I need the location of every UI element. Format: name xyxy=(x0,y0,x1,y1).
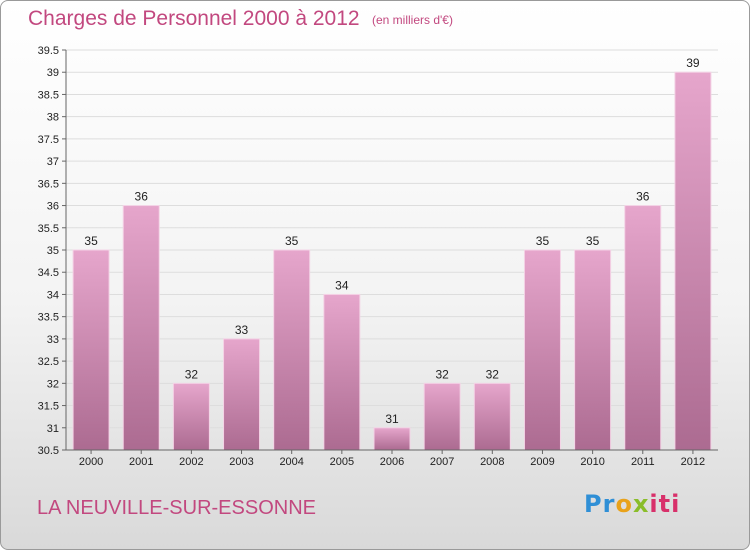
bars xyxy=(72,71,712,451)
x-tick-label: 2009 xyxy=(530,456,554,468)
bar-2004 xyxy=(273,249,311,451)
value-label: 32 xyxy=(185,367,199,381)
y-tick-label: 38 xyxy=(47,112,59,124)
value-label: 32 xyxy=(486,367,500,381)
y-tick-label: 32.5 xyxy=(38,356,59,368)
value-label: 34 xyxy=(335,278,349,292)
y-tick-label: 35.5 xyxy=(38,223,59,235)
x-tick-label: 2004 xyxy=(279,456,303,468)
bar-2003 xyxy=(223,338,261,451)
y-tick-label: 35 xyxy=(47,245,59,257)
value-label: 35 xyxy=(536,234,550,248)
chart-subtitle: (en milliers d'€) xyxy=(372,13,453,27)
y-tick-label: 33 xyxy=(47,334,59,346)
y-tick-label: 32 xyxy=(47,378,59,390)
y-tick-label: 31.5 xyxy=(38,401,59,413)
value-label: 39 xyxy=(686,56,700,70)
x-tick-label: 2003 xyxy=(229,456,253,468)
x-tick-label: 2001 xyxy=(129,456,153,468)
commune-name: LA NEUVILLE-SUR-ESSONNE xyxy=(37,497,316,519)
value-label: 31 xyxy=(385,412,399,426)
bar-2006 xyxy=(373,427,411,451)
value-label: 33 xyxy=(235,323,249,337)
y-tick-label: 37 xyxy=(47,156,59,168)
y-tick-label: 39.5 xyxy=(38,45,59,57)
bar-2007 xyxy=(423,382,461,451)
y-tick-label: 38.5 xyxy=(38,89,59,101)
x-tick-label: 2011 xyxy=(631,456,655,468)
value-label: 36 xyxy=(636,190,650,204)
y-tick-label: 33.5 xyxy=(38,312,59,324)
value-label: 35 xyxy=(84,234,98,248)
y-tick-label: 37.5 xyxy=(38,134,59,146)
x-tick-label: 2008 xyxy=(480,456,504,468)
bar-2008 xyxy=(473,382,511,451)
bar-2001 xyxy=(122,205,160,451)
bar-2009 xyxy=(523,249,561,451)
x-tick-label: 2010 xyxy=(580,456,604,468)
labels: 30.5 31 31.5 32 32.5 33 33.5 34 34.5 35 35.5 36 36.5… xyxy=(38,45,706,468)
y-tick-label: 36.5 xyxy=(38,178,59,190)
value-label: 36 xyxy=(135,190,149,204)
bar-2002 xyxy=(172,382,210,451)
proxiti-logo: Proxiti xyxy=(584,490,681,518)
bar-2010 xyxy=(574,249,612,451)
y-tick-label: 30.5 xyxy=(38,445,59,457)
y-tick-label: 36 xyxy=(47,201,59,213)
x-tick-label: 2007 xyxy=(430,456,454,468)
y-tick-label: 31 xyxy=(47,423,59,435)
value-label: 35 xyxy=(586,234,600,248)
bar-2005 xyxy=(323,293,361,451)
bar-2000 xyxy=(72,249,110,451)
axes xyxy=(62,49,718,454)
x-tick-label: 2006 xyxy=(380,456,404,468)
chart-title: Charges de Personnel 2000 à 2012 xyxy=(28,7,360,30)
y-tick-label: 34.5 xyxy=(38,267,59,279)
x-tick-label: 2002 xyxy=(179,456,203,468)
x-tick-label: 2000 xyxy=(79,456,103,468)
y-tick-label: 39 xyxy=(47,67,59,79)
bar-2012 xyxy=(674,71,712,451)
value-label: 32 xyxy=(435,367,449,381)
x-tick-label: 2012 xyxy=(681,456,705,468)
bar-2011 xyxy=(624,205,662,451)
y-tick-label: 34 xyxy=(47,289,59,301)
value-label: 35 xyxy=(285,234,299,248)
x-tick-label: 2005 xyxy=(330,456,354,468)
grid-lines xyxy=(66,49,718,451)
